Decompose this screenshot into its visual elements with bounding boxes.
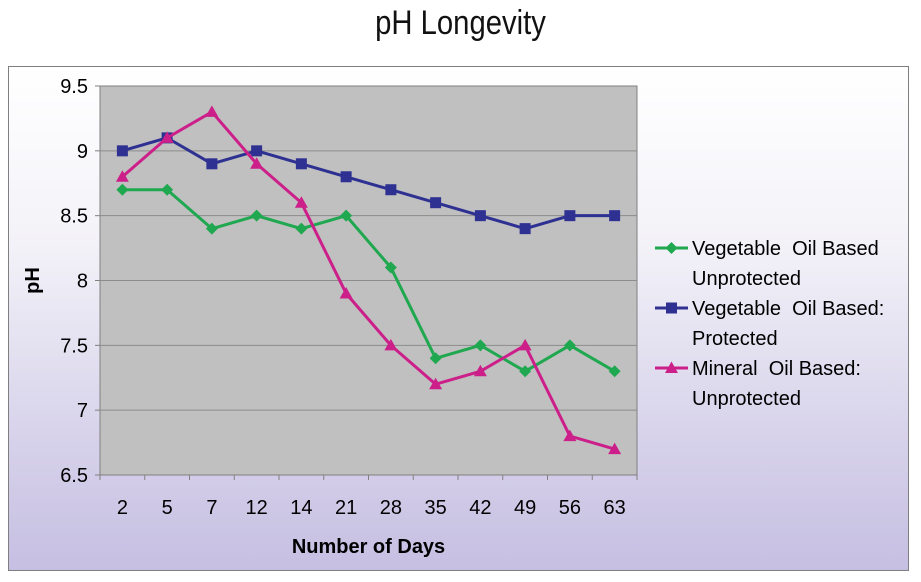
data-point-series-2 (609, 210, 621, 222)
legend-label: Vegetable Oil Based (692, 238, 879, 260)
data-point-series-3 (518, 338, 532, 351)
data-point-series-2 (340, 171, 352, 183)
data-point-series-3 (115, 170, 129, 182)
data-point-series-3 (160, 131, 174, 143)
legend-label: Unprotected (692, 268, 801, 290)
y-tick-label: 8.5 (60, 206, 88, 228)
series-line-1 (122, 188, 616, 373)
data-point-series-1 (563, 339, 576, 352)
series-line-3 (121, 110, 616, 451)
x-tick-label: 56 (559, 497, 581, 519)
data-point-series-2 (474, 210, 486, 222)
data-point-series-2 (519, 223, 531, 235)
legend-label: Mineral Oil Based: (692, 358, 861, 380)
data-point-series-3 (205, 105, 219, 117)
data-point-series-3 (384, 338, 398, 351)
data-point-series-1 (340, 209, 353, 222)
y-tick-label: 6.5 (60, 465, 88, 487)
data-point-series-2 (430, 197, 442, 209)
x-tick-label: 7 (206, 497, 217, 519)
data-point-series-1 (519, 365, 532, 378)
y-tick-label: 9.5 (60, 76, 88, 98)
data-point-series-2 (295, 158, 307, 170)
data-point-series-3 (250, 157, 264, 169)
x-axis-title: Number of Days (292, 536, 445, 558)
data-point-series-3 (339, 286, 353, 299)
data-point-series-3 (294, 196, 308, 208)
data-point-series-1 (205, 222, 218, 235)
legend-swatch-marker (665, 361, 678, 373)
y-tick-label: 8 (77, 271, 88, 293)
data-point-series-1 (250, 209, 263, 222)
x-tick-label: 5 (162, 497, 173, 519)
y-tick-label: 7 (77, 400, 88, 422)
data-point-series-3 (429, 377, 443, 390)
legend-label: Protected (692, 328, 778, 350)
data-point-series-2 (385, 184, 397, 196)
legend-label: Unprotected (692, 388, 801, 410)
y-tick-label: 7.5 (60, 335, 88, 357)
y-axis-title: pH (22, 267, 44, 294)
x-tick-label: 49 (514, 497, 536, 519)
data-point-series-2 (251, 145, 263, 157)
data-point-series-3 (473, 364, 487, 377)
data-point-series-1 (116, 183, 129, 196)
legend-swatch-marker (665, 242, 678, 254)
y-tick-label: 9 (77, 141, 88, 163)
data-point-series-1 (384, 261, 397, 274)
page-title: pH Longevity (375, 4, 546, 42)
x-tick-label: 12 (246, 497, 268, 519)
x-tick-label: 21 (335, 497, 357, 519)
x-tick-label: 35 (425, 497, 447, 519)
x-tick-label: 63 (604, 497, 626, 519)
x-tick-label: 28 (380, 497, 402, 519)
data-point-series-3 (563, 429, 577, 442)
x-tick-label: 2 (117, 497, 128, 519)
legend-label: Vegetable Oil Based: (692, 298, 884, 320)
data-point-series-3 (608, 442, 622, 455)
x-tick-label: 42 (469, 497, 491, 519)
data-point-series-2 (116, 145, 128, 157)
x-tick-label: 14 (290, 497, 312, 519)
data-point-series-1 (474, 339, 487, 352)
data-point-series-1 (161, 183, 174, 196)
data-point-series-1 (429, 352, 442, 365)
data-point-series-2 (564, 210, 576, 222)
series-line-2 (121, 136, 615, 231)
data-point-series-1 (295, 222, 308, 235)
data-point-series-1 (608, 365, 621, 378)
data-point-series-2 (206, 158, 218, 170)
legend-swatch-marker (666, 302, 677, 314)
